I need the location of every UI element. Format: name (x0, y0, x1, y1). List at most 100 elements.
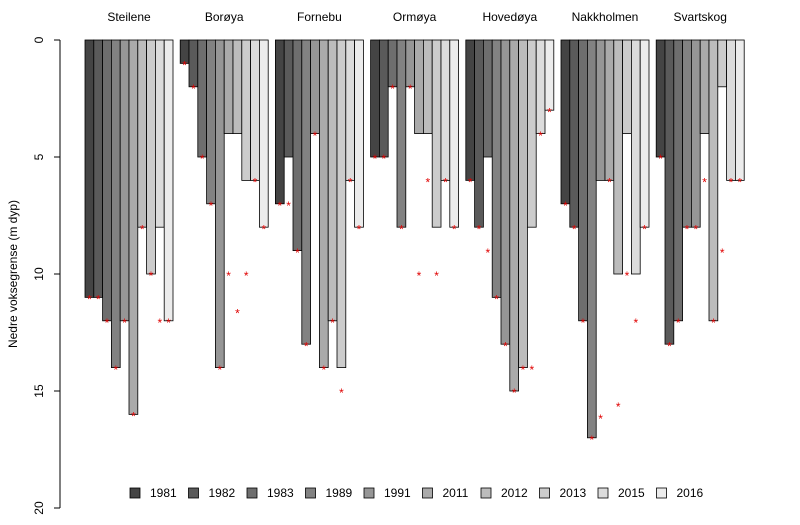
bar (258, 39, 269, 228)
bar (223, 39, 234, 134)
legend-swatch (246, 487, 258, 499)
marker: * (589, 433, 594, 447)
marker: * (667, 339, 672, 353)
marker: * (607, 176, 612, 190)
marker: * (685, 222, 690, 236)
legend-label: 1982 (209, 486, 236, 500)
bar (569, 39, 579, 228)
bar (482, 39, 493, 158)
marker: * (226, 269, 231, 283)
bar (535, 39, 546, 134)
legend-swatch (363, 487, 375, 499)
bar (336, 39, 347, 369)
bar (111, 39, 121, 369)
bar (708, 39, 719, 322)
bar (691, 39, 701, 228)
bar (622, 39, 632, 134)
bar (84, 39, 95, 298)
marker: * (191, 82, 196, 96)
marker: * (598, 412, 603, 426)
marker: * (217, 363, 222, 377)
bar (465, 39, 475, 181)
bar (431, 39, 442, 228)
bar (232, 39, 243, 134)
marker: * (399, 222, 404, 236)
legend-label: 2013 (560, 486, 587, 500)
bar (292, 39, 303, 252)
legend-label: 2015 (618, 486, 645, 500)
legend-swatch (480, 487, 492, 499)
bar (274, 39, 285, 205)
bar (664, 39, 675, 345)
marker: * (373, 152, 378, 166)
bar (655, 39, 666, 158)
legend-label: 2011 (443, 486, 469, 500)
marker: * (642, 222, 647, 236)
marker: * (581, 316, 586, 330)
marker: * (381, 152, 386, 166)
marker: * (244, 269, 249, 283)
marker: * (105, 316, 110, 330)
y-tick-label: 20 (32, 501, 46, 515)
bar (102, 39, 112, 322)
marker: * (261, 222, 266, 236)
marker: * (417, 269, 422, 283)
marker: * (485, 246, 490, 260)
bar (578, 39, 588, 322)
marker: * (357, 222, 362, 236)
marker: * (131, 410, 136, 424)
bar (414, 39, 424, 134)
bar (717, 39, 727, 88)
category-label: Hovedøya (482, 10, 537, 24)
bar (560, 39, 571, 205)
bar (587, 39, 597, 439)
marker: * (702, 176, 707, 190)
y-tick-label: 0 (32, 36, 46, 43)
bar (283, 39, 294, 158)
bar (440, 39, 451, 181)
marker: * (693, 222, 698, 236)
marker: * (348, 176, 353, 190)
bar (474, 39, 484, 228)
marker: * (737, 176, 742, 190)
marker: * (443, 176, 448, 190)
marker: * (166, 316, 171, 330)
marker: * (286, 199, 291, 213)
legend-label: 2016 (677, 486, 704, 500)
marker: * (390, 82, 395, 96)
marker: * (200, 152, 205, 166)
category-label: Svartskog (674, 10, 727, 24)
marker: * (408, 82, 413, 96)
marker: * (425, 176, 430, 190)
marker: * (140, 222, 145, 236)
marker: * (339, 386, 344, 400)
bar (673, 39, 683, 322)
category-label: Steilene (107, 10, 151, 24)
marker: * (477, 222, 482, 236)
legend-label: 1991 (384, 486, 411, 500)
marker: * (209, 199, 214, 213)
marker: * (625, 269, 630, 283)
bar (699, 39, 710, 134)
bar (735, 39, 745, 181)
marker: * (547, 105, 552, 119)
bar (544, 39, 555, 111)
bar (639, 39, 650, 228)
bar (137, 39, 148, 228)
legend-swatch (422, 487, 433, 499)
y-tick-label: 15 (32, 384, 46, 398)
category-label: Borøya (205, 10, 244, 24)
bar (500, 39, 511, 345)
bar (128, 39, 139, 415)
bar (726, 39, 736, 181)
bar (378, 39, 389, 158)
marker: * (113, 363, 118, 377)
legend-swatch (188, 487, 199, 499)
bar (318, 39, 329, 369)
marker: * (521, 363, 526, 377)
marker: * (304, 339, 309, 353)
legend-swatch (597, 487, 609, 499)
category-label: Nakkholmen (572, 10, 639, 24)
marker: * (494, 293, 499, 307)
bar (595, 39, 606, 181)
